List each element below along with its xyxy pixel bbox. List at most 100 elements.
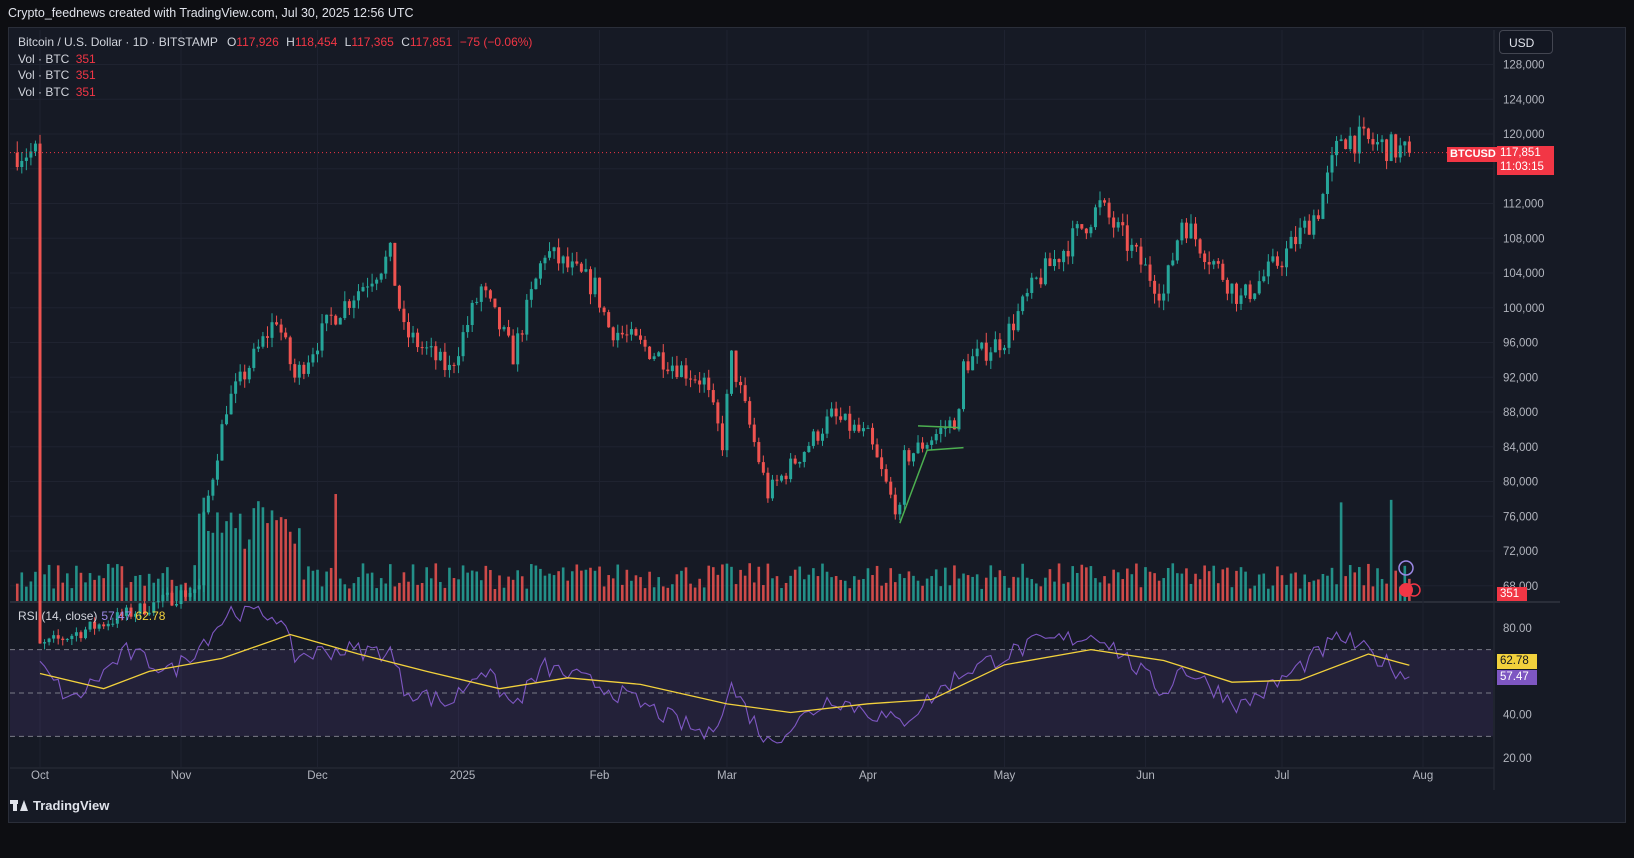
volume-bar [771, 578, 774, 601]
candle-body [457, 356, 461, 366]
candle-body [629, 329, 633, 335]
candle-body [652, 356, 656, 360]
volume-bar [507, 576, 510, 601]
volume-bar [671, 584, 674, 601]
volume-bar [193, 565, 196, 601]
candle-body [916, 442, 920, 454]
candle-body [784, 475, 788, 480]
volume-bar [566, 580, 570, 601]
candle-body [520, 333, 524, 335]
volume-bar [466, 572, 469, 601]
volume-bar [338, 578, 342, 601]
candle-body [261, 336, 265, 347]
candle-body [766, 472, 770, 499]
candle-body [1157, 293, 1161, 301]
candle-body [852, 424, 856, 431]
volume-bar [352, 583, 356, 601]
volume-legend-row[interactable]: Vol · BTC 351 [18, 51, 532, 68]
volume-legend-row[interactable]: Vol · BTC 351 [18, 67, 532, 84]
candle-body [866, 427, 870, 429]
candle-body [989, 352, 993, 361]
candle-body [297, 364, 301, 378]
volume-bar [543, 575, 547, 601]
candle-body [689, 378, 693, 380]
price-tick-label: 108,000 [1503, 233, 1545, 245]
candle-body [170, 592, 174, 606]
candle-body [716, 402, 720, 424]
candle-body [361, 287, 365, 292]
candle-body [65, 638, 69, 641]
rsi-legend[interactable]: RSI (14, close) 57.47 62.78 [18, 609, 165, 623]
volume-bar [207, 530, 210, 601]
volume-bar [780, 588, 783, 601]
volume-bar [921, 585, 924, 601]
volume-bar [1107, 583, 1111, 601]
volume-bar [616, 564, 620, 601]
volume-bar [907, 571, 911, 601]
volume-bar [1125, 568, 1129, 601]
candle-body [475, 301, 479, 303]
volume-bar [216, 512, 219, 601]
candle-body [120, 612, 124, 616]
currency-button[interactable]: USD [1499, 30, 1553, 54]
candle-body [934, 433, 938, 441]
candle-body [111, 623, 115, 625]
volume-bar [1212, 565, 1216, 601]
open-label: O [226, 35, 237, 49]
volume-bar [47, 564, 51, 601]
candle-body [1330, 155, 1334, 173]
volume-bar [134, 575, 137, 601]
candle-body [684, 365, 688, 379]
volume-bar [1139, 587, 1143, 601]
volume-legend-row[interactable]: Vol · BTC 351 [18, 84, 532, 101]
tradingview-logo[interactable]: TradingView [10, 798, 109, 813]
volume-bar [1371, 586, 1375, 601]
volume-bar [120, 566, 124, 601]
candle-body [588, 269, 592, 295]
volume-bar [666, 587, 670, 601]
candle-body [720, 423, 724, 451]
symbol-name[interactable]: Bitcoin / U.S. Dollar · 1D · BITSTAMP [18, 35, 218, 49]
candle-body [816, 431, 820, 441]
volume-bar [111, 567, 115, 601]
tradingview-brand: TradingView [33, 798, 110, 813]
candle-body [670, 365, 674, 372]
candle-body [29, 151, 33, 158]
candle-body [848, 413, 852, 431]
volume-bar [1285, 584, 1288, 601]
candle-body [820, 433, 824, 441]
candle-body [1271, 256, 1275, 262]
candle-body [225, 414, 229, 425]
candle-body [484, 286, 488, 291]
volume-bar [1135, 563, 1138, 601]
volume-bar [971, 576, 974, 601]
volume-bar [734, 584, 738, 601]
volume-bar [316, 569, 319, 601]
volume-bar [1216, 583, 1220, 601]
volume-value: 351 [75, 51, 96, 66]
price-tick-label: 100,000 [1503, 303, 1545, 315]
volume-bar [975, 574, 979, 601]
candle-body [657, 352, 661, 357]
candle-body [566, 256, 570, 268]
volume-price-tag: 351 [1497, 587, 1527, 601]
candle-body [511, 335, 515, 365]
candle-body [639, 335, 643, 340]
volume-bar [930, 576, 933, 601]
volume-bar [784, 582, 788, 601]
volume-bar [1162, 578, 1165, 601]
candle-body [743, 385, 747, 402]
volume-bar [643, 588, 647, 601]
candle-body [802, 452, 806, 462]
volume-bar [871, 575, 874, 601]
volume-bar [266, 523, 269, 601]
time-tick-label: 2025 [450, 770, 476, 782]
candle-body [548, 251, 552, 258]
volume-bar [793, 569, 797, 601]
volume-bar [425, 567, 428, 601]
price-tick-label: 92,000 [1503, 372, 1538, 384]
volume-bar [730, 566, 733, 601]
volume-bar [1353, 572, 1357, 601]
candle-body [70, 635, 74, 639]
